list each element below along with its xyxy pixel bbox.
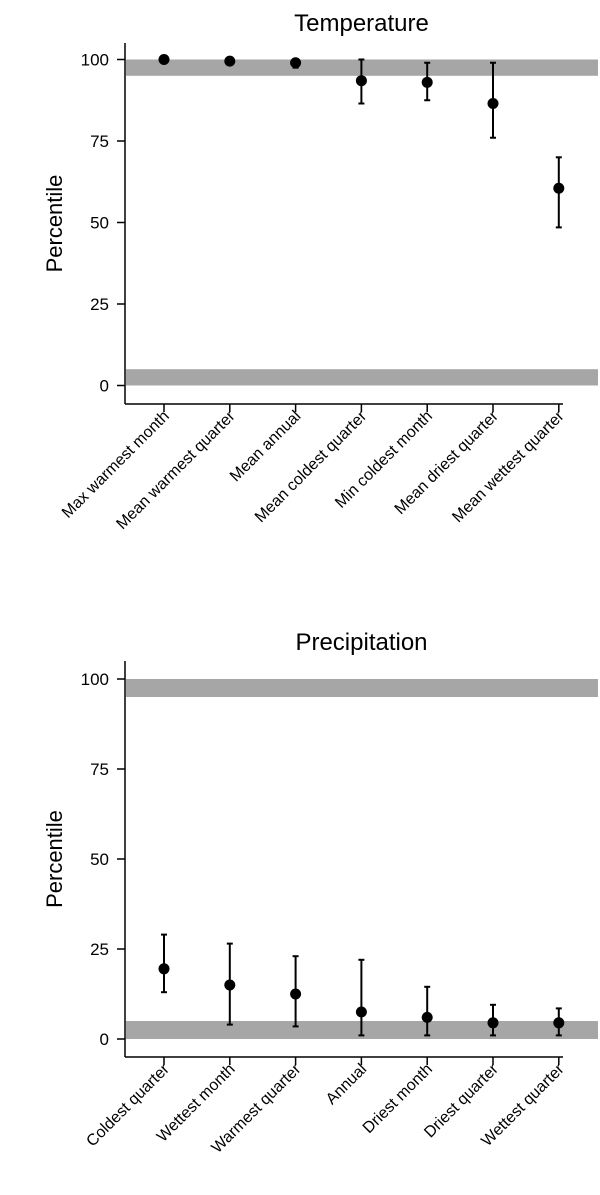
y-tick-label: 75 (90, 760, 109, 779)
x-tick-label: Mean wettest quarter (449, 407, 568, 526)
data-point (553, 182, 565, 194)
data-point (355, 1006, 367, 1018)
lower-reference-band (126, 369, 598, 386)
data-point (158, 54, 170, 65)
y-tick-label: 100 (81, 670, 109, 689)
data-point (290, 57, 302, 69)
data-point (224, 979, 236, 991)
data-point (290, 988, 302, 1000)
chart-title: Temperature (294, 10, 429, 37)
y-tick-label: 75 (90, 132, 109, 151)
y-tick-label: 0 (100, 1030, 109, 1049)
y-tick-label: 50 (90, 214, 109, 233)
y-axis-label: Percentile (42, 175, 67, 273)
x-tick-label: Max warmest month (59, 408, 173, 522)
y-tick-label: 25 (90, 940, 109, 959)
precipitation-chart: PrecipitationPercentile0255075100Coldest… (42, 629, 598, 1157)
data-point (421, 76, 433, 88)
y-axis-label: Percentile (42, 810, 67, 908)
data-point (355, 75, 367, 87)
y-tick-label: 0 (100, 377, 109, 396)
data-point (158, 963, 170, 975)
y-tick-label: 25 (90, 295, 109, 314)
y-tick-label: 50 (90, 850, 109, 869)
y-tick-label: 100 (81, 51, 109, 70)
x-tick-label: Mean warmest quarter (113, 407, 239, 533)
data-point (553, 1017, 565, 1029)
data-point (421, 1011, 433, 1023)
data-point (487, 1017, 499, 1029)
x-tick-label: Mean coldest quarter (252, 407, 371, 526)
data-point (487, 98, 499, 110)
upper-reference-band (126, 679, 598, 697)
temperature-chart: Temperature Percentile 0 25 50 75 100 Max warme… (42, 10, 598, 533)
x-tick-label: Annual (323, 1061, 370, 1108)
data-point (224, 55, 236, 67)
chart-title: Precipitation (295, 629, 427, 656)
